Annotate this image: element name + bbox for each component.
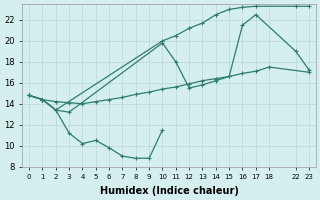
X-axis label: Humidex (Indice chaleur): Humidex (Indice chaleur)	[100, 186, 239, 196]
